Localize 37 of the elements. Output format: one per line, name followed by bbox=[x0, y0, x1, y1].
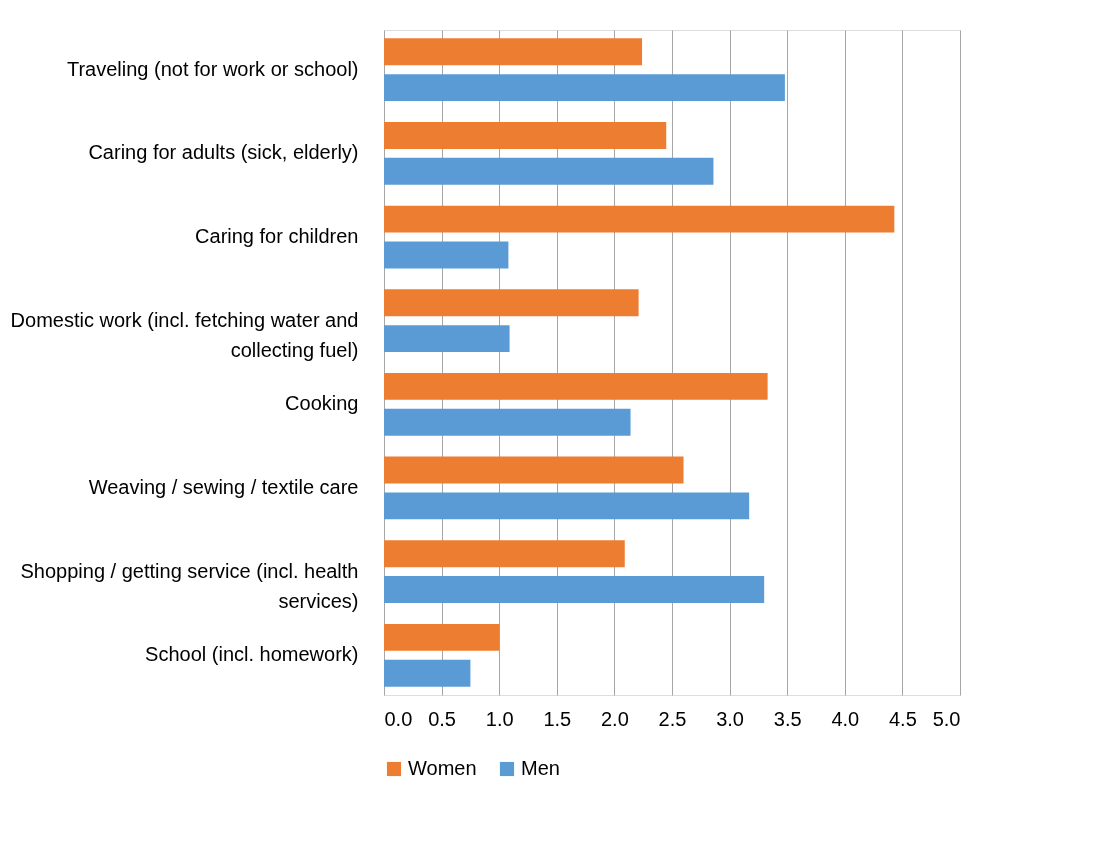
y-tick-label: Domestic work (incl. fetching water and collecting fuel) bbox=[10, 308, 359, 361]
x-tick-label: 2.5 bbox=[658, 707, 687, 730]
bar bbox=[384, 540, 625, 568]
bar bbox=[384, 241, 509, 269]
bar bbox=[384, 38, 643, 66]
legend-label: Women bbox=[408, 757, 477, 779]
x-tick-label: 0.0 bbox=[384, 707, 413, 730]
y-tick-label: Caring for children bbox=[195, 225, 359, 248]
x-tick-label: 3.0 bbox=[716, 707, 745, 730]
y-tick-label: Weaving / sewing / textile care bbox=[88, 475, 359, 498]
y-tick-label: Cooking bbox=[285, 392, 359, 415]
bar bbox=[384, 456, 684, 484]
x-tick-label: 4.0 bbox=[831, 707, 860, 730]
bar bbox=[384, 205, 895, 233]
bar bbox=[384, 289, 639, 317]
bar bbox=[384, 623, 500, 651]
y-tick-label: Shopping / getting service (incl. health services) bbox=[20, 559, 359, 612]
bar bbox=[384, 74, 785, 102]
bar bbox=[384, 122, 667, 149]
x-tick-label: 1.5 bbox=[543, 707, 572, 730]
bar bbox=[384, 576, 765, 603]
legend-label: Men bbox=[521, 757, 560, 779]
x-tick-label: 3.5 bbox=[773, 707, 802, 730]
y-tick-label: Traveling (not for work or school) bbox=[66, 57, 359, 80]
bar bbox=[384, 659, 471, 687]
x-tick-label: 0.5 bbox=[428, 707, 457, 730]
bar bbox=[384, 157, 714, 185]
y-tick-label: School (incl. homework) bbox=[145, 643, 359, 666]
x-tick-label: 5.0 bbox=[932, 707, 961, 730]
bar bbox=[384, 372, 768, 400]
x-tick-label: 2.0 bbox=[600, 707, 629, 730]
bar bbox=[384, 325, 510, 353]
bar bbox=[384, 492, 750, 520]
x-tick-label: 4.5 bbox=[888, 707, 917, 730]
bar bbox=[384, 408, 631, 436]
y-tick-label: Caring for adults (sick, elderly) bbox=[88, 141, 359, 164]
x-tick-label: 1.0 bbox=[485, 707, 514, 730]
